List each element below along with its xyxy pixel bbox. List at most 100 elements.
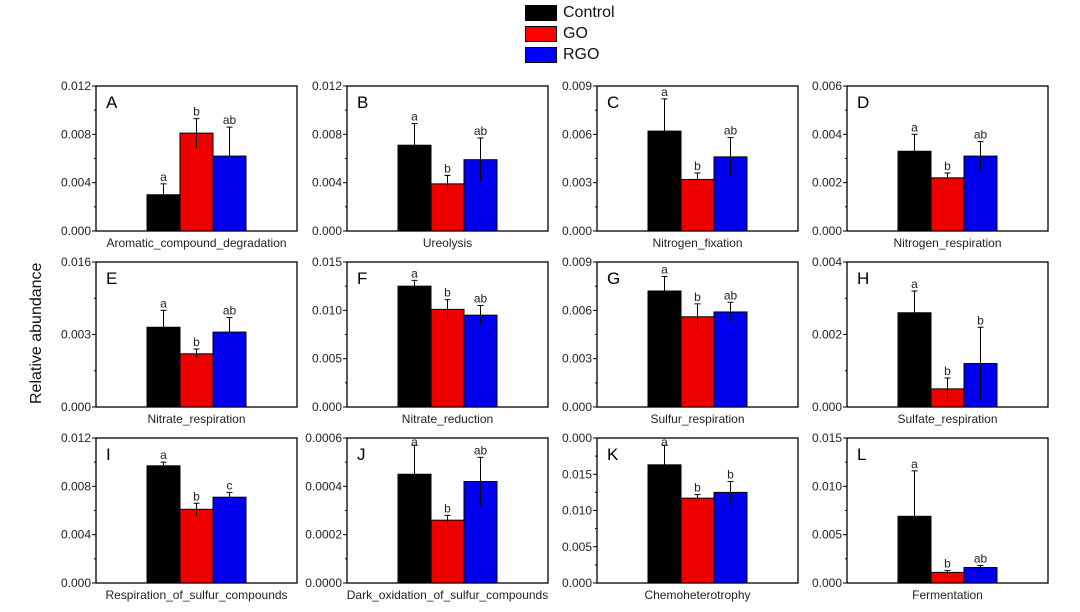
bar-go — [179, 353, 214, 408]
y-tick-label: 0.000 — [61, 400, 91, 414]
y-tick-label: 0.005 — [312, 352, 342, 366]
y-tick-label: 0.0000 — [305, 576, 342, 590]
significance-letter: a — [160, 448, 167, 462]
panel-letter: A — [106, 93, 118, 112]
panel-letter: D — [857, 93, 869, 112]
bar-control — [647, 464, 682, 584]
legend-label: GO — [563, 24, 588, 42]
significance-letter: a — [160, 170, 167, 184]
y-tick-label: 0.003 — [562, 352, 592, 366]
x-axis-label: Sulfur_respiration — [650, 412, 744, 426]
significance-letter: a — [411, 109, 418, 123]
y-tick-label: 0.012 — [61, 431, 91, 445]
x-axis-label: Aromatic_compound_degradation — [106, 236, 286, 250]
significance-letter: b — [944, 364, 951, 378]
bar-go — [930, 177, 965, 232]
y-tick-label: 0.000 — [812, 400, 842, 414]
y-tick-label: 0.000 — [812, 224, 842, 238]
panel-letter: J — [357, 445, 366, 464]
y-tick-label: 0.000 — [312, 224, 342, 238]
bar-rgo — [713, 491, 748, 584]
significance-letter: b — [977, 313, 984, 327]
y-tick-label: 0.0002 — [305, 528, 342, 542]
significance-letter: b — [444, 161, 451, 175]
significance-letter: ab — [974, 552, 988, 566]
significance-letter: a — [411, 266, 418, 280]
y-tick-label: 0.009 — [562, 79, 592, 93]
y-tick-label: 0.016 — [61, 255, 91, 269]
x-axis-label: Ureolysis — [423, 236, 472, 250]
y-tick-label: 0.015 — [812, 431, 842, 445]
y-tick-label: 0.0006 — [305, 431, 342, 445]
y-tick-label: 0.002 — [812, 176, 842, 190]
panel-letter: G — [607, 269, 620, 288]
x-axis-label: Nitrate_reduction — [402, 412, 493, 426]
legend-swatch-control — [525, 4, 557, 21]
y-tick-label: 0.006 — [562, 303, 592, 317]
bar-rgo — [713, 311, 748, 408]
x-axis-label: Respiration_of_sulfur_compounds — [105, 588, 287, 602]
significance-letter: ab — [474, 124, 488, 138]
significance-letter: a — [911, 120, 918, 134]
y-tick-label: 0.015 — [562, 467, 592, 481]
significance-letter: b — [727, 468, 734, 482]
significance-letter: a — [160, 296, 167, 310]
y-tick-label: 0.006 — [812, 79, 842, 93]
legend-item-go: GO — [525, 23, 615, 44]
y-tick-label: 0.000 — [61, 224, 91, 238]
panel-c: 0.0000.0030.0060.009CababNitrogen_fixati… — [562, 79, 799, 250]
panel-d: 0.0000.0020.0040.006DababNitrogen_respir… — [812, 79, 1049, 250]
y-tick-label: 0.004 — [61, 176, 91, 190]
y-tick-label: 0.003 — [61, 328, 91, 342]
y-tick-label: 0.000 — [562, 431, 592, 445]
panel-a: 0.0000.0040.0080.012AababAromatic_compou… — [61, 79, 298, 250]
significance-letter: ab — [223, 304, 237, 318]
significance-letter: ab — [223, 113, 237, 127]
bar-go — [430, 519, 465, 584]
bar-go — [680, 497, 715, 584]
y-tick-label: 0.012 — [61, 79, 91, 93]
bar-go — [179, 508, 214, 584]
panel-letter: F — [357, 269, 367, 288]
significance-letter: ab — [724, 288, 738, 302]
bar-go — [680, 316, 715, 408]
panel-letter: H — [857, 269, 869, 288]
bar-control — [146, 465, 181, 584]
y-tick-label: 0.008 — [61, 127, 91, 141]
panel-i: 0.000 0.004 0.008 0.012 I a b c Respiration_of_s… — [61, 431, 298, 602]
significance-letter: a — [911, 457, 918, 471]
significance-letter: b — [944, 159, 951, 173]
significance-letter: a — [911, 277, 918, 291]
bar-rgo — [963, 567, 998, 584]
y-tick-label: 0.008 — [312, 127, 342, 141]
significance-letter: b — [444, 501, 451, 515]
y-tick-label: 0.010 — [562, 504, 592, 518]
significance-letter: b — [444, 286, 451, 300]
significance-letter: a — [411, 435, 418, 449]
panel-letter: K — [607, 445, 619, 464]
significance-letter: c — [227, 478, 233, 492]
x-axis-label: Nitrogen_respiration — [893, 236, 1001, 250]
y-tick-label: 0.008 — [61, 479, 91, 493]
x-axis-label: Nitrogen_fixation — [652, 236, 742, 250]
significance-letter: b — [694, 159, 701, 173]
bar-rgo — [212, 331, 247, 408]
panel-letter: B — [357, 93, 368, 112]
significance-letter: ab — [974, 128, 988, 142]
y-tick-label: 0.004 — [61, 528, 91, 542]
significance-letter: a — [661, 435, 668, 449]
y-tick-label: 0.015 — [312, 255, 342, 269]
y-tick-label: 0.000 — [562, 400, 592, 414]
y-tick-label: 0.010 — [812, 479, 842, 493]
significance-letter: b — [694, 481, 701, 495]
bar-go — [179, 132, 214, 232]
significance-letter: ab — [474, 292, 488, 306]
x-axis-label: Nitrate_respiration — [147, 412, 245, 426]
y-tick-label: 0.000 — [562, 224, 592, 238]
